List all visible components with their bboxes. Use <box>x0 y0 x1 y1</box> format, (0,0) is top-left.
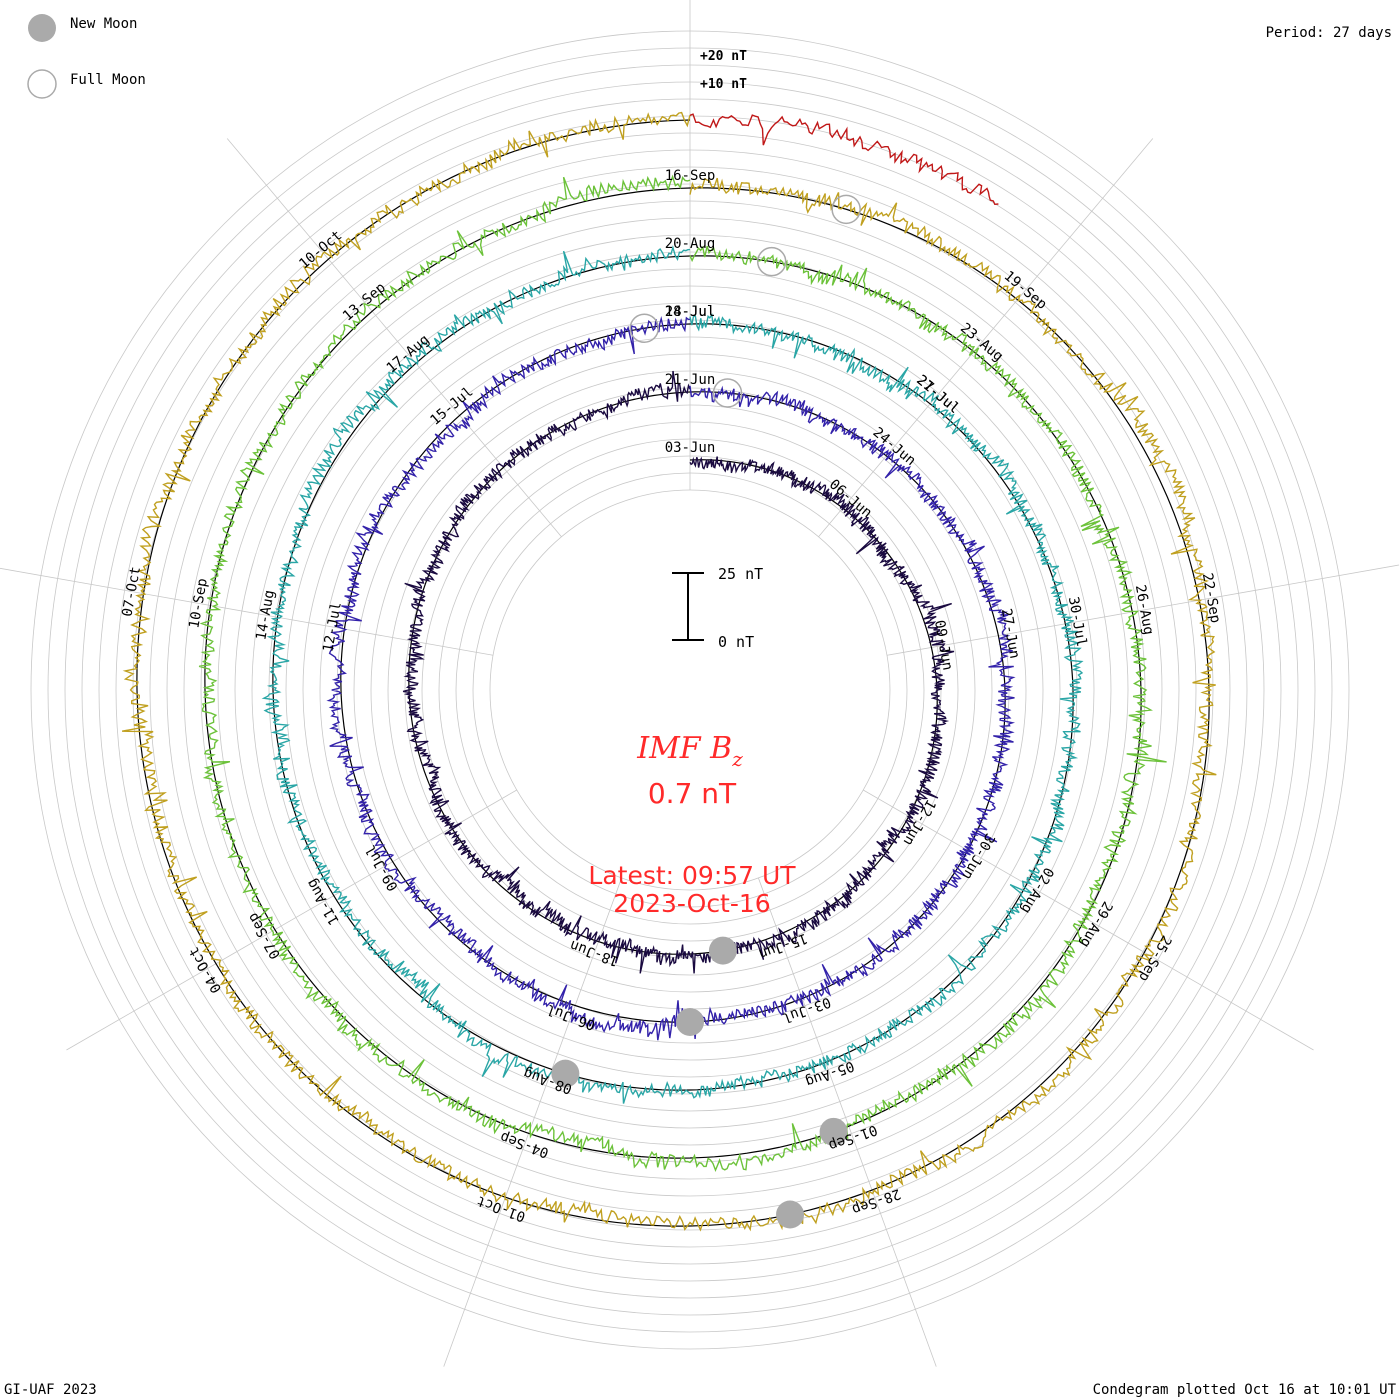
grid-ring <box>455 455 925 925</box>
new-moon-label: New Moon <box>70 16 137 32</box>
spoke <box>0 567 494 656</box>
series-turn <box>689 113 999 206</box>
period-label: Period: 27 days <box>1266 25 1392 41</box>
new-moon-marker <box>676 1008 704 1036</box>
spoke <box>863 789 1314 1051</box>
date-label: 28-Sep <box>850 1185 903 1217</box>
latest-time: Latest: 09:57 UT <box>588 861 796 890</box>
date-label: 03-Jul <box>780 993 833 1025</box>
date-label: 04-Sep <box>498 1128 551 1160</box>
date-label: 21-Jun <box>665 372 716 388</box>
center-value: 0.7 nT <box>648 777 737 810</box>
series-turn <box>121 111 1217 1232</box>
ring-scale-outer: +20 nT <box>700 49 747 64</box>
date-label: 24-Jul <box>665 304 716 320</box>
series-turn <box>402 370 955 974</box>
full-moon-label: Full Moon <box>70 72 146 88</box>
center-title: IMF Bz <box>636 731 743 771</box>
spoke <box>226 138 562 538</box>
spoke <box>886 564 1400 656</box>
spoke <box>66 789 517 1051</box>
latest-date: 2023-Oct-16 <box>613 889 770 918</box>
grid-ring <box>489 489 891 891</box>
scale-top-label: 25 nT <box>718 565 763 583</box>
date-label: 18-Jul <box>665 304 716 320</box>
scale-bottom-label: 0 nT <box>718 633 754 651</box>
new-moon-marker <box>776 1200 805 1229</box>
credit-label: GI-UAF 2023 <box>4 1382 97 1398</box>
date-label: 12-Jul <box>320 601 345 654</box>
moon-markers <box>551 194 861 1229</box>
date-label: 15-Jun <box>757 930 810 962</box>
full-moon-icon <box>27 69 57 99</box>
new-moon-marker <box>551 1059 580 1088</box>
full-moon-marker <box>712 378 743 408</box>
new-moon-marker <box>819 1117 848 1146</box>
spiral-baseline-path <box>136 119 1210 1227</box>
plotted-label: Condegram plotted Oct 16 at 10:01 UT <box>1093 1382 1397 1398</box>
grid-ring <box>472 472 908 908</box>
series-turn <box>261 245 1084 1104</box>
new-moon-icon <box>28 14 56 42</box>
date-label: 07-Oct <box>119 565 144 618</box>
spoke <box>818 138 1154 538</box>
full-moon-marker <box>629 313 660 343</box>
spoke <box>443 877 622 1367</box>
date-label: 14-Aug <box>253 589 278 642</box>
scale-bar: 25 nT 0 nT <box>672 565 763 651</box>
date-label: 05-Aug <box>803 1057 856 1089</box>
series-turn <box>198 174 1167 1172</box>
date-label: 03-Jun <box>665 440 716 456</box>
new-moon-marker <box>708 936 737 965</box>
legend: New Moon Full Moon <box>27 14 146 99</box>
date-label: 16-Sep <box>665 168 716 184</box>
full-moon-marker <box>831 194 861 225</box>
ring-scale-inner: +10 nT <box>700 77 747 92</box>
date-label: 06-Jul <box>545 1001 598 1033</box>
spiral-baseline <box>136 119 1210 1227</box>
date-label: 20-Aug <box>665 236 716 252</box>
spoke <box>758 877 937 1367</box>
bz-series <box>121 111 1217 1232</box>
full-moon-marker <box>756 246 787 277</box>
date-spokes <box>0 0 1400 1367</box>
